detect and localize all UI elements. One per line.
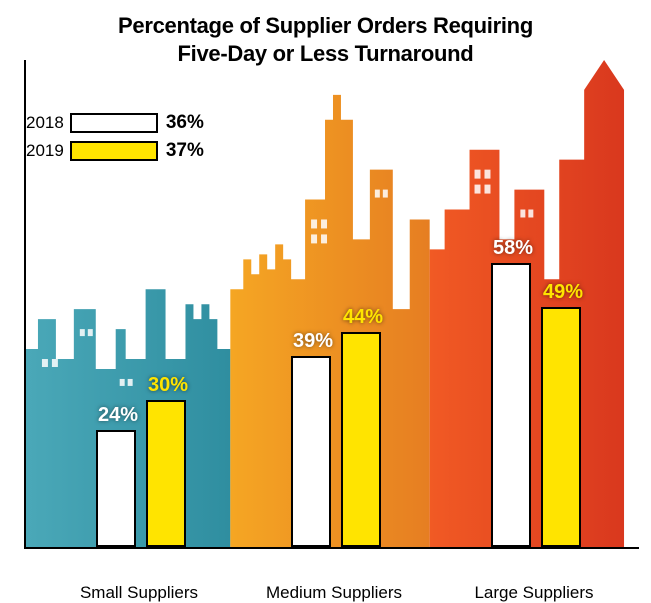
x-category-2: Large Suppliers	[454, 583, 614, 603]
x-category-1: Medium Suppliers	[254, 583, 414, 603]
legend-value-2018: 36%	[166, 112, 204, 134]
x-category-0: Small Suppliers	[59, 583, 219, 603]
legend-swatch-2018	[70, 113, 158, 133]
legend-row-2019: 2019 37%	[26, 140, 204, 162]
bar-label-2018-2: 58%	[493, 237, 529, 260]
legend-year-2018: 2018	[26, 113, 64, 133]
bar-2019-1: 44%	[341, 332, 381, 547]
bar-label-2019-2: 49%	[543, 281, 579, 304]
legend-swatch-2019	[70, 141, 158, 161]
bar-label-2019-1: 44%	[343, 306, 379, 329]
legend-row-2018: 2018 36%	[26, 112, 204, 134]
supplier-turnaround-chart: Percentage of Supplier Orders Requiring …	[0, 0, 651, 593]
legend-year-2019: 2019	[26, 141, 64, 161]
bar-label-2019-0: 30%	[148, 374, 184, 397]
bar-2018-0: 24%	[96, 430, 136, 547]
legend-value-2019: 37%	[166, 140, 204, 162]
bar-2018-2: 58%	[491, 263, 531, 547]
chart-title: Percentage of Supplier Orders Requiring …	[0, 12, 651, 67]
bar-2019-0: 30%	[146, 400, 186, 547]
bar-label-2018-1: 39%	[293, 330, 329, 353]
legend: 2018 36% 2019 37%	[26, 112, 204, 168]
title-line-1: Percentage of Supplier Orders Requiring	[118, 13, 533, 38]
bar-label-2018-0: 24%	[98, 404, 134, 427]
bar-2018-1: 39%	[291, 356, 331, 547]
bar-2019-2: 49%	[541, 307, 581, 547]
